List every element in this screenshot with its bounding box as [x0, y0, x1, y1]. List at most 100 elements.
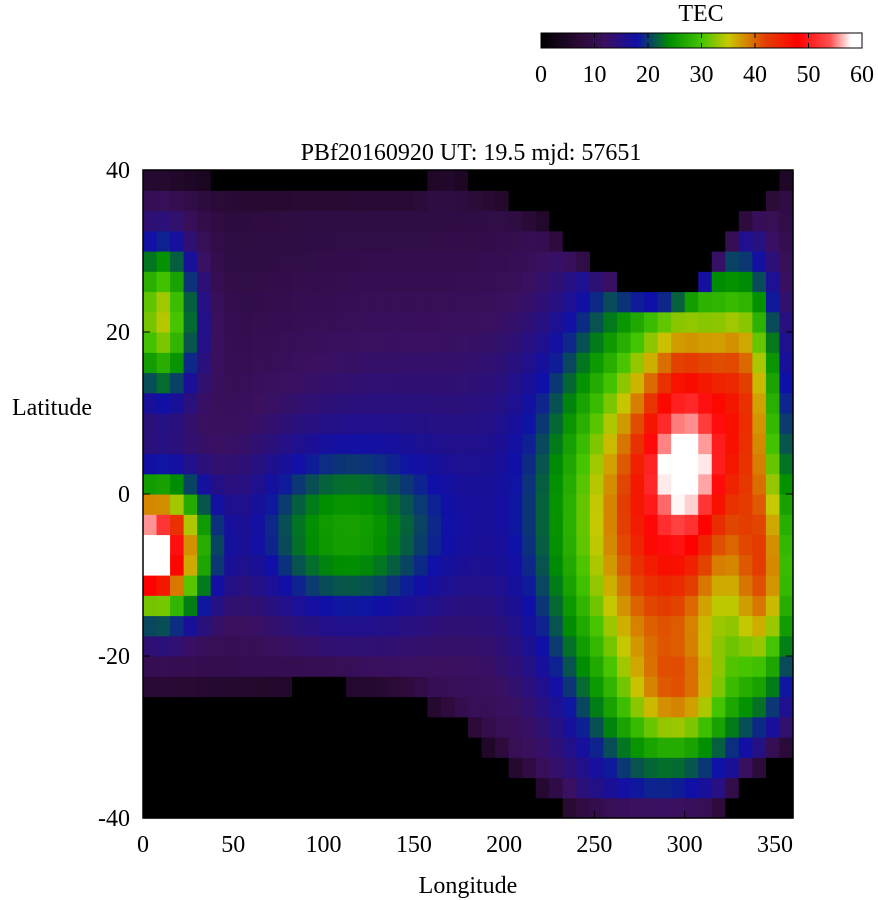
heatmap-cell: [413, 595, 428, 617]
heatmap-cell: [413, 413, 428, 434]
heatmap-cell: [278, 190, 293, 212]
heatmap-cell: [440, 534, 456, 556]
heatmap-cell: [170, 230, 185, 252]
heatmap-cell: [143, 311, 158, 333]
heatmap-cell: [535, 392, 550, 414]
heatmap-cell: [305, 635, 320, 657]
heatmap-cell: [143, 392, 158, 414]
heatmap-cell: [711, 615, 726, 637]
heatmap-cell: [752, 635, 767, 657]
heatmap-cell: [589, 311, 605, 333]
heatmap-cell: [481, 332, 496, 353]
heatmap-cell: [278, 554, 293, 576]
heatmap-cell: [752, 392, 767, 414]
heatmap-cell: [738, 757, 753, 779]
x-axis-tick-label: 0: [137, 832, 149, 858]
heatmap-cell: [576, 615, 591, 637]
heatmap-cell: [698, 696, 713, 718]
heatmap-cell: [197, 210, 212, 232]
heatmap-cell: [495, 696, 510, 718]
heatmap-cell: [630, 392, 645, 414]
heatmap-cell: [291, 190, 307, 212]
heatmap-cell: [468, 737, 483, 758]
heatmap-cell: [616, 271, 632, 293]
heatmap-cell: [644, 554, 659, 576]
heatmap-cell: [576, 777, 591, 799]
heatmap-cell: [183, 737, 198, 758]
heatmap-cell: [765, 190, 781, 212]
heatmap-cell: [725, 615, 740, 637]
heatmap-cell: [549, 676, 564, 698]
heatmap-cell: [589, 230, 605, 252]
heatmap-cell: [549, 433, 564, 455]
heatmap-cell: [711, 433, 726, 455]
heatmap-cell: [752, 514, 767, 536]
heatmap-cell: [278, 251, 293, 272]
heatmap-cell: [143, 494, 158, 515]
heatmap-cell: [454, 494, 469, 515]
heatmap-cell: [738, 554, 753, 576]
heatmap-cell: [183, 433, 198, 455]
heatmap-cell: [278, 473, 293, 495]
heatmap-cell: [549, 737, 564, 758]
heatmap-cell: [495, 575, 510, 596]
heatmap-cell: [698, 190, 713, 212]
heatmap-cell: [386, 514, 401, 536]
heatmap-cell: [332, 372, 347, 394]
heatmap-cell: [156, 291, 171, 313]
heatmap-cell: [725, 473, 740, 495]
heatmap-cell: [224, 757, 239, 779]
heatmap-cell: [616, 332, 632, 353]
heatmap-cell: [589, 473, 605, 495]
heatmap-cell: [373, 757, 388, 779]
heatmap-cell: [508, 635, 523, 657]
heatmap-cell: [535, 251, 550, 272]
heatmap-cell: [481, 453, 496, 475]
heatmap-cell: [468, 777, 483, 799]
heatmap-cell: [332, 676, 347, 698]
heatmap-cell: [291, 473, 307, 495]
heatmap-cell: [183, 595, 198, 617]
heatmap-cell: [738, 473, 753, 495]
heatmap-cell: [224, 554, 239, 576]
heatmap-cell: [508, 210, 523, 232]
heatmap-cell: [237, 757, 252, 779]
heatmap-cell: [156, 676, 171, 698]
heatmap-cell: [549, 473, 564, 495]
heatmap-cell: [332, 190, 347, 212]
heatmap-cell: [400, 676, 415, 698]
heatmap-cell: [291, 757, 307, 779]
heatmap-cell: [210, 514, 225, 536]
heatmap-cell: [440, 473, 456, 495]
heatmap-cell: [210, 433, 225, 455]
heatmap-cell: [197, 392, 212, 414]
heatmap-cell: [522, 737, 537, 758]
heatmap-cell: [183, 554, 198, 576]
heatmap-cell: [711, 656, 726, 677]
heatmap-cell: [400, 656, 415, 677]
heatmap-cell: [346, 291, 361, 313]
heatmap-cell: [400, 453, 415, 475]
heatmap-cell: [765, 291, 781, 313]
heatmap-cell: [454, 696, 469, 718]
heatmap-cell: [264, 514, 280, 536]
heatmap-cell: [711, 210, 726, 232]
heatmap-cell: [427, 696, 442, 718]
colorbar-tick-label: 30: [690, 62, 714, 88]
heatmap-cell: [752, 656, 767, 677]
heatmap-cell: [373, 656, 388, 677]
heatmap-cell: [468, 797, 483, 819]
heatmap-cell: [468, 190, 483, 212]
heatmap-cell: [264, 291, 280, 313]
heatmap-cell: [386, 291, 401, 313]
heatmap-cell: [468, 494, 483, 515]
heatmap-cell: [305, 554, 320, 576]
heatmap-cell: [440, 210, 456, 232]
heatmap-cell: [684, 797, 699, 819]
heatmap-cell: [657, 352, 672, 374]
heatmap-cell: [183, 656, 198, 677]
heatmap-cell: [170, 777, 185, 799]
heatmap-cell: [603, 554, 618, 576]
heatmap-cell: [291, 413, 307, 434]
heatmap-cell: [413, 494, 428, 515]
